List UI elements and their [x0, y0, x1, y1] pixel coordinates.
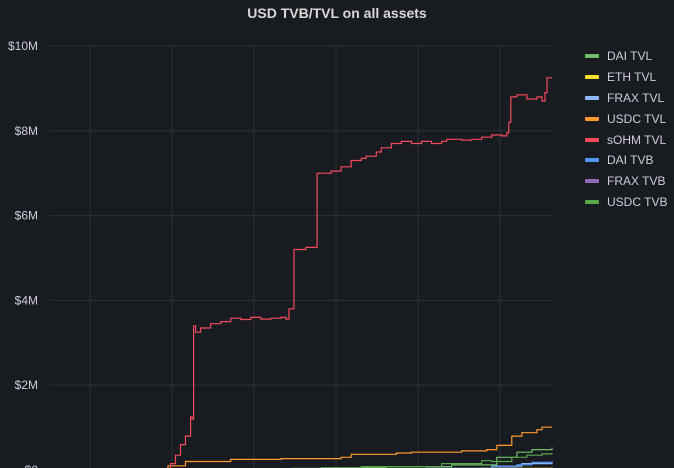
- legend-item[interactable]: FRAX TVL: [585, 88, 667, 109]
- legend-label: DAI TVL: [607, 49, 653, 64]
- y-tick-label: $10M: [8, 39, 38, 53]
- legend-label: ETH TVL: [607, 70, 657, 85]
- legend-item[interactable]: sOHM TVL: [585, 129, 667, 150]
- legend-label: sOHM TVL: [607, 132, 667, 147]
- legend-swatch: [585, 179, 599, 184]
- y-tick-label: $8M: [15, 124, 38, 138]
- series-line-7: [290, 453, 553, 468]
- legend-label: FRAX TVB: [607, 174, 666, 189]
- legend-label: DAI TVB: [607, 153, 654, 168]
- series-line-4: [169, 77, 552, 468]
- legend-swatch: [585, 75, 599, 80]
- legend-item[interactable]: USDC TVB: [585, 192, 667, 213]
- legend-item[interactable]: FRAX TVB: [585, 171, 667, 192]
- legend-label: FRAX TVL: [607, 90, 665, 105]
- legend-item[interactable]: USDC TVL: [585, 108, 667, 129]
- legend-label: USDC TVL: [607, 111, 667, 126]
- chart-title: USD TVB/TVL on all assets: [247, 5, 427, 21]
- legend-swatch: [585, 95, 599, 100]
- legend-swatch: [585, 137, 599, 142]
- legend-swatch: [585, 158, 599, 163]
- chart-legend: DAI TVL ETH TVL FRAX TVL USDC TVL sOHM TVL DA…: [585, 46, 667, 212]
- legend-label: USDC TVB: [607, 194, 668, 209]
- y-tick-label: $6M: [15, 209, 38, 223]
- series-line-3: [167, 426, 552, 468]
- series-line-5: [491, 461, 553, 468]
- legend-item[interactable]: DAI TVB: [585, 150, 667, 171]
- y-tick-label: $4M: [15, 293, 38, 307]
- legend-swatch: [585, 199, 599, 204]
- y-tick-label: $0: [25, 463, 39, 468]
- series-line-0: [320, 447, 553, 468]
- legend-swatch: [585, 54, 599, 59]
- legend-swatch: [585, 116, 599, 121]
- legend-item[interactable]: DAI TVL: [585, 46, 667, 67]
- y-tick-label: $2M: [15, 378, 38, 392]
- legend-item[interactable]: ETH TVL: [585, 67, 667, 88]
